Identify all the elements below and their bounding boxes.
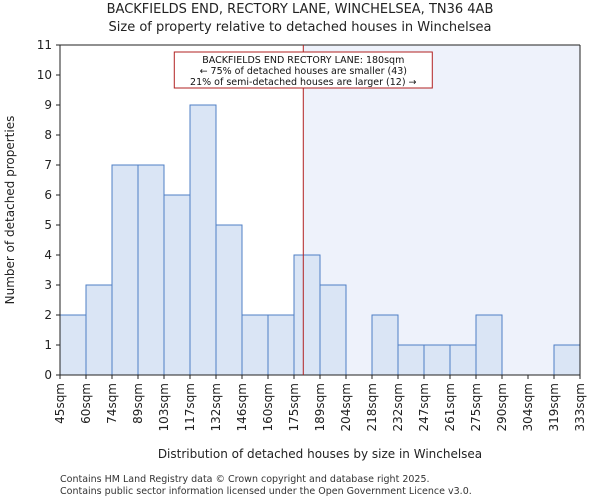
bar-45sqm (59, 314, 87, 376)
bar-175sqm (293, 254, 321, 376)
annotation-line-3: 21% of semi-detached houses are larger (… (190, 77, 417, 88)
y-tick-label: 11 (37, 38, 52, 52)
bar-89sqm (137, 164, 165, 376)
x-tick-label: 261sqm (443, 383, 457, 431)
x-tick-label: 275sqm (469, 383, 483, 431)
y-axis-title: Number of detached properties (3, 116, 17, 305)
x-tick-label: 175sqm (287, 383, 301, 431)
y-tick-label: 1 (44, 338, 52, 352)
bar-218sqm (371, 314, 399, 376)
chart-title-line2: Size of property relative to detached ho… (108, 20, 492, 35)
bar-189sqm (319, 284, 347, 376)
bar-103sqm (163, 194, 191, 376)
y-tick-label: 10 (37, 68, 52, 82)
annotation-line-2: ← 75% of detached houses are smaller (43… (200, 66, 407, 77)
y-tick-label: 6 (44, 188, 52, 202)
x-axis-title: Distribution of detached houses by size … (158, 447, 482, 461)
x-tick-label: 103sqm (157, 383, 171, 431)
x-tick-label: 146sqm (235, 383, 249, 431)
footer-line2: Contains public sector information licen… (60, 486, 472, 497)
bar-146sqm (241, 314, 269, 376)
x-tick-label: 232sqm (391, 383, 405, 431)
x-tick-label: 117sqm (183, 383, 197, 431)
x-tick-label: 290sqm (495, 383, 509, 431)
x-tick-label: 204sqm (339, 383, 353, 431)
larger-region-shade (303, 45, 580, 375)
bar-275sqm (475, 314, 503, 376)
bar-60sqm (85, 284, 113, 376)
bar-232sqm (397, 344, 425, 376)
x-tick-label: 160sqm (261, 383, 275, 431)
bar-261sqm (449, 344, 477, 376)
x-tick-label: 218sqm (365, 383, 379, 431)
y-tick-label: 7 (44, 158, 52, 172)
y-tick-label: 2 (44, 308, 52, 322)
bar-117sqm (189, 104, 217, 376)
bar-319sqm (553, 344, 581, 376)
y-tick-label: 5 (44, 218, 52, 232)
chart-title-line1: BACKFIELDS END, RECTORY LANE, WINCHELSEA… (106, 2, 494, 17)
x-tick-label: 304sqm (521, 383, 535, 431)
x-tick-label: 60sqm (79, 383, 93, 424)
bar-74sqm (111, 164, 139, 376)
annotation-box (173, 51, 433, 89)
y-tick-label: 0 (44, 368, 52, 382)
x-tick-label: 247sqm (417, 383, 431, 431)
x-tick-label: 45sqm (53, 383, 67, 424)
bar-247sqm (423, 344, 451, 376)
footer-line1: Contains HM Land Registry data © Crown c… (60, 474, 430, 485)
bar-160sqm (267, 314, 295, 376)
bar-132sqm (215, 224, 243, 376)
x-tick-label: 89sqm (131, 383, 145, 424)
y-tick-label: 8 (44, 128, 52, 142)
y-tick-label: 4 (44, 248, 52, 262)
x-tick-label: 319sqm (547, 383, 561, 431)
annotation-line-1: BACKFIELDS END RECTORY LANE: 180sqm (202, 55, 404, 66)
x-tick-label: 189sqm (313, 383, 327, 431)
x-tick-label: 132sqm (209, 383, 223, 431)
x-tick-label: 74sqm (105, 383, 119, 424)
y-tick-label: 9 (44, 98, 52, 112)
x-tick-label: 333sqm (573, 383, 587, 431)
y-tick-label: 3 (44, 278, 52, 292)
